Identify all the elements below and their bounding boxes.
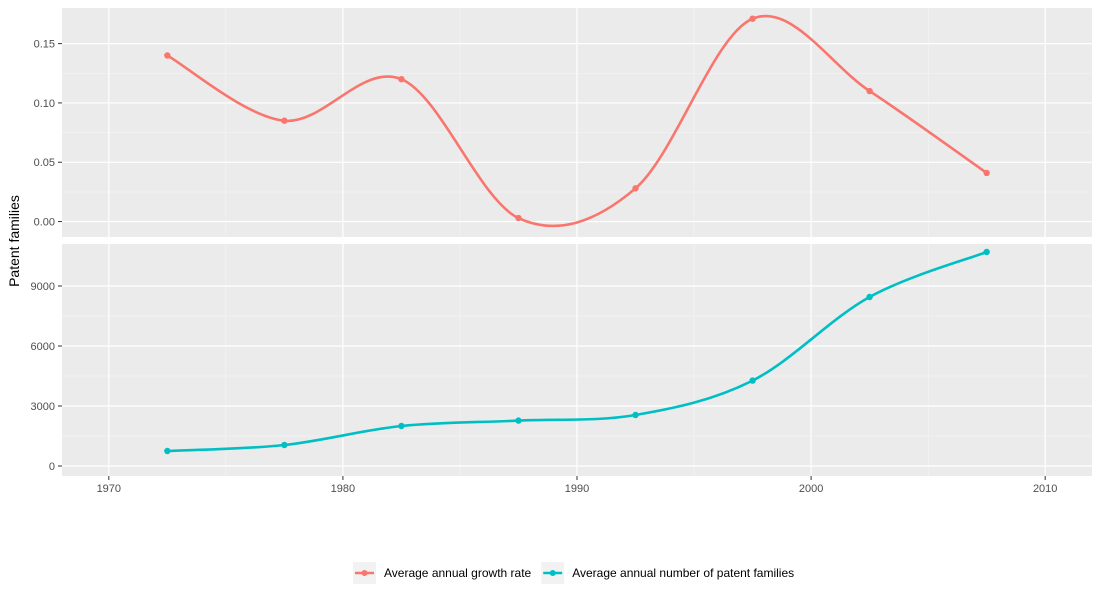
legend-label: Average annual number of patent families [572,566,794,580]
data-point [866,293,873,301]
data-point [515,214,522,222]
legend-item: Average annual growth rate [353,562,532,584]
data-point [515,417,522,424]
data-point [749,15,756,22]
legend-key-point [549,570,556,576]
data-point [749,377,756,384]
data-point [281,117,288,124]
y-tick-label: 6000 [31,341,55,353]
legend: Average annual growth rate Average annual… [353,562,794,584]
x-tick-label: 2010 [1033,483,1057,495]
legend-item: Average annual number of patent families [541,562,794,584]
y-tick-label: 3000 [31,401,55,413]
data-point [164,447,171,455]
legend-key-point [361,570,368,576]
legend-label: Average annual growth rate [384,566,532,580]
y-tick-label: 0 [49,461,55,473]
y-tick-label: 0.05 [34,157,55,169]
panel-growth-rate: 0.00 0.05 0.10 0.15 [34,8,1092,237]
x-tick-label: 2000 [799,483,823,495]
y-tick-label: 0.10 [34,98,55,110]
series-line [166,14,988,228]
y-tick-label: 9000 [31,281,55,293]
data-point [164,52,171,59]
data-point [398,75,405,83]
x-tick-label: 1980 [331,483,355,495]
data-point [983,169,990,177]
series-line [166,250,988,453]
data-point [632,411,639,419]
y-tick-label: 0.15 [34,39,55,51]
data-point [398,422,405,430]
data-point [632,185,639,192]
axes-labels: Patent families [6,195,22,287]
y-tick-label: 0.00 [34,217,55,229]
y-axis-label: Patent families [6,195,22,287]
data-point [983,248,990,256]
x-tick-label: 1970 [97,483,121,495]
data-point [281,441,288,449]
data-point [866,87,873,95]
panel-patent-families: 0 3000 6000 9000 1970 1980 1990 2000 2010 [31,244,1092,495]
x-tick-label: 1990 [565,483,589,495]
